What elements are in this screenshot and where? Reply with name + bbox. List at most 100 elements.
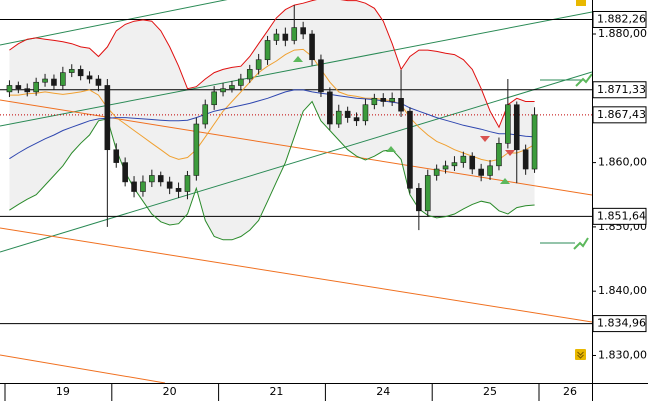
arrow-icon — [573, 237, 589, 250]
candle-body — [469, 155, 476, 170]
last-price-box — [592, 106, 647, 124]
candle-body — [371, 98, 378, 106]
trend-line — [0, 0, 228, 46]
axis-layer: 1.880,001.860,001.850,001.840,001.830,00… — [4, 10, 647, 401]
x-tick-label: 20 — [163, 385, 177, 398]
y-tick-label: 1.840,00 — [598, 284, 647, 297]
signal-icon — [480, 136, 490, 142]
x-tick-label: 19 — [56, 385, 70, 398]
trend-line — [0, 99, 592, 196]
indicator-line — [9, 0, 535, 129]
level-label: 1.834,96 — [597, 317, 646, 330]
candle-body — [166, 181, 173, 189]
candle-body — [60, 72, 66, 86]
last-price-label: 1.867,43 — [597, 108, 646, 121]
candle-body — [122, 162, 128, 183]
band-layer — [9, 0, 535, 240]
candle-body — [86, 75, 93, 80]
candle-body — [246, 69, 253, 80]
candle-body — [149, 175, 155, 183]
candle-body — [513, 104, 520, 151]
trend-line — [0, 354, 166, 383]
y-tick-label: 1.830,00 — [598, 348, 647, 361]
candle-body — [202, 104, 209, 125]
candle-body — [220, 88, 226, 93]
candle-body — [318, 59, 324, 93]
candle-body — [95, 78, 102, 86]
trend-line — [0, 227, 592, 323]
candle-body — [157, 175, 164, 183]
level-label: 1.851,64 — [597, 209, 646, 222]
plot-layer — [0, 0, 592, 325]
candle-body — [211, 91, 217, 106]
x-tick-label: 26 — [563, 385, 577, 398]
candle-body — [505, 104, 511, 144]
candle-body — [51, 78, 57, 86]
candle-body — [264, 40, 271, 61]
candle-body — [389, 98, 395, 102]
candle-body — [496, 143, 502, 167]
candle-body — [15, 85, 22, 89]
trend-lines — [0, 0, 592, 383]
trend-line — [0, 11, 592, 127]
candle-body — [398, 98, 404, 112]
level-box — [592, 81, 647, 99]
candle-body — [282, 33, 289, 41]
candle-body — [42, 78, 48, 83]
level-label: 1.871,33 — [597, 83, 646, 96]
candle-body — [327, 91, 333, 125]
indicator-line — [9, 89, 535, 160]
candle-body — [291, 27, 298, 41]
candle-body — [131, 181, 137, 192]
candle-body — [442, 165, 449, 170]
candle-body — [353, 117, 360, 122]
candle-body — [6, 85, 13, 93]
candle-body — [255, 59, 262, 70]
candle-body — [460, 155, 467, 163]
level-box — [592, 315, 647, 333]
indicator-line — [9, 48, 535, 162]
candle-body — [184, 175, 191, 192]
candle-body — [113, 149, 120, 163]
candle-body — [335, 110, 342, 125]
candle-body — [77, 69, 84, 77]
scroll-icon[interactable] — [576, 0, 586, 6]
candle-body — [416, 188, 422, 212]
candle-body — [33, 81, 39, 93]
candle-body — [522, 149, 529, 170]
arrow-icon — [575, 73, 593, 87]
candle-body — [229, 85, 235, 89]
signals — [293, 0, 593, 360]
candle-body — [193, 123, 200, 176]
scroll-arrow — [577, 351, 584, 359]
candle-body — [68, 69, 75, 73]
candle-body — [407, 110, 413, 189]
signal-icon — [293, 56, 303, 62]
candle-body — [531, 114, 538, 170]
candle-body — [451, 162, 458, 167]
candle-body — [424, 175, 431, 212]
candle-body — [433, 168, 440, 176]
x-tick-label: 25 — [483, 385, 497, 398]
candle-body — [238, 78, 244, 86]
candle-body — [273, 33, 280, 41]
candle-body — [487, 165, 493, 176]
candle-body — [175, 188, 182, 192]
candle-body — [344, 110, 351, 118]
y-tick-label: 1.860,00 — [598, 156, 647, 169]
candle-body — [104, 85, 111, 151]
level-box — [592, 207, 647, 225]
signal-icon — [505, 150, 515, 156]
y-tick-label: 1.880,00 — [598, 27, 647, 40]
candle-body — [300, 27, 306, 35]
candle-body — [24, 88, 31, 93]
x-tick-label: 24 — [376, 385, 390, 398]
candle-body — [362, 104, 369, 122]
candle-body — [309, 33, 315, 61]
signal-icon — [386, 146, 396, 152]
level-box — [592, 10, 647, 28]
trend-line — [0, 71, 592, 253]
band-area — [9, 0, 535, 240]
level-label: 1.882,26 — [597, 12, 646, 25]
